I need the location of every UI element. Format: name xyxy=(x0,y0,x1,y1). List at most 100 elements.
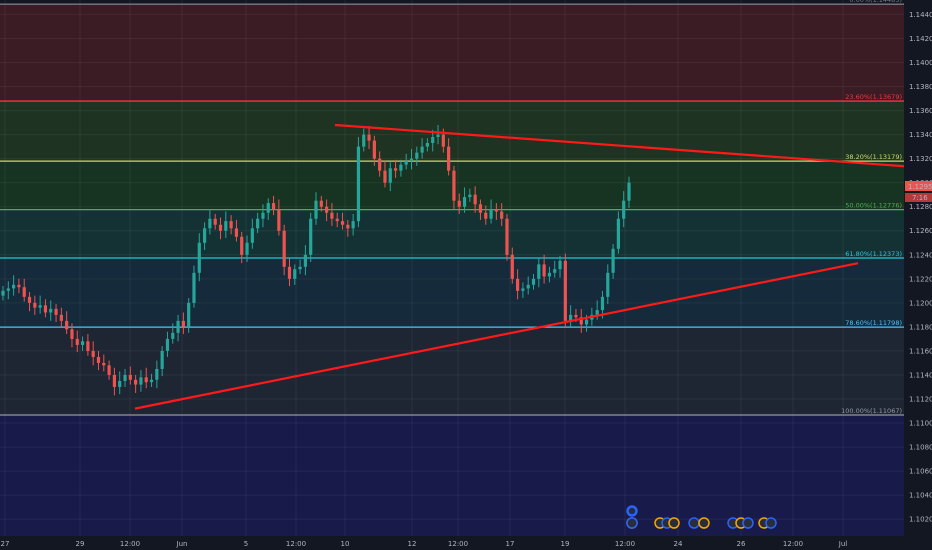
price-tick-label: 1.10600 xyxy=(909,468,932,476)
fib-label: 38.20%(1.13179) xyxy=(845,153,902,161)
candle-body xyxy=(250,228,254,243)
candle-body xyxy=(12,284,16,289)
candle-body xyxy=(1,290,5,296)
candle-body xyxy=(319,200,323,207)
candle-body xyxy=(362,134,366,147)
candle-body xyxy=(59,314,63,321)
candle-body xyxy=(144,377,148,383)
candle-body xyxy=(155,368,159,380)
candle-body xyxy=(563,260,567,321)
event-marker-icon[interactable] xyxy=(626,517,638,529)
candles xyxy=(1,124,631,396)
fib-label: 100.00%(1.11067) xyxy=(841,407,902,415)
price-tick-label: 1.13200 xyxy=(909,155,932,163)
candle-body xyxy=(27,296,32,303)
candle-body xyxy=(378,158,382,171)
candle-body xyxy=(325,206,329,213)
candle-body xyxy=(229,221,233,229)
price-tick-label: 1.10200 xyxy=(909,516,932,524)
candle-body xyxy=(462,197,467,207)
price-tick-label: 1.12600 xyxy=(909,227,932,235)
fib-band xyxy=(0,327,904,415)
fib-bands xyxy=(0,0,904,536)
candle-body xyxy=(202,228,207,243)
candle-body xyxy=(399,164,403,171)
candle-body xyxy=(17,284,21,288)
fib-label: 50.00%(1.12776) xyxy=(845,202,902,210)
candle-body xyxy=(96,356,101,363)
candle-body xyxy=(579,317,583,325)
fib-band xyxy=(0,258,904,328)
candle-body xyxy=(500,211,504,219)
candle-body xyxy=(70,329,74,339)
candle-body xyxy=(303,254,307,267)
event-marker-icon[interactable] xyxy=(698,517,710,529)
candle-body xyxy=(149,379,154,383)
time-tick-label: 5 xyxy=(244,540,248,548)
event-marker-icon[interactable] xyxy=(742,517,754,529)
top-background xyxy=(0,0,904,5)
candle-body xyxy=(616,218,620,249)
candle-body xyxy=(484,212,488,219)
candle-body xyxy=(521,288,525,291)
price-tick-label: 1.12800 xyxy=(909,203,932,211)
candle-body xyxy=(176,320,180,333)
candle-body xyxy=(383,170,387,183)
time-tick-label: 12:00 xyxy=(286,540,306,548)
candle-body xyxy=(208,218,212,229)
candle-body xyxy=(171,332,175,339)
candle-body xyxy=(542,264,546,277)
fib-band xyxy=(0,101,904,162)
candle-body xyxy=(356,146,361,222)
current-price-label: 1.12950 xyxy=(908,183,932,191)
candle-body xyxy=(436,134,440,138)
candle-body xyxy=(197,242,201,273)
candle-body xyxy=(123,374,127,381)
candle-body xyxy=(256,218,260,229)
candle-body xyxy=(65,320,69,330)
candle-body xyxy=(213,218,217,225)
candle-body xyxy=(261,212,265,219)
price-tick-label: 1.10400 xyxy=(909,492,932,500)
candle-body xyxy=(107,365,111,375)
candle-body xyxy=(547,272,552,277)
event-marker-icon[interactable] xyxy=(668,517,680,529)
candle-body xyxy=(372,140,376,159)
candle-body xyxy=(441,134,445,147)
candle-body xyxy=(478,204,483,213)
candle-body xyxy=(367,134,371,141)
candle-body xyxy=(91,350,95,357)
candle-body xyxy=(75,338,79,345)
time-tick-label: 12:00 xyxy=(120,540,140,548)
fib-lines: 0.00%(1.14485) 23.60%(1.13679) 38.20%(1.13… xyxy=(0,0,904,416)
candle-body xyxy=(218,224,223,231)
candle-body xyxy=(54,308,58,315)
event-markers[interactable] xyxy=(626,505,777,529)
event-marker-icon[interactable] xyxy=(688,517,700,529)
fib-band xyxy=(0,414,904,536)
price-tick-label: 1.10800 xyxy=(909,444,932,452)
candle-body xyxy=(33,302,37,308)
candle-body xyxy=(266,203,270,213)
fib-label: 23.60%(1.13679) xyxy=(845,93,902,101)
candle-body xyxy=(165,338,170,351)
event-marker-icon[interactable] xyxy=(765,517,777,529)
candle-body xyxy=(415,152,419,159)
candle-body xyxy=(314,200,318,219)
candle-body xyxy=(606,272,610,297)
candle-body xyxy=(134,379,138,385)
candle-body xyxy=(420,146,424,153)
candle-body xyxy=(271,203,276,210)
candle-body xyxy=(510,254,514,279)
fib-band xyxy=(0,209,904,259)
candle-body xyxy=(309,218,313,255)
countdown-label: 7:16 xyxy=(912,194,928,202)
fib-band xyxy=(0,161,904,210)
candle-body xyxy=(452,170,456,201)
time-tick-label: 27 xyxy=(1,540,10,548)
candle-body xyxy=(622,200,626,219)
price-tick-label: 1.14000 xyxy=(909,59,932,67)
price-tick-label: 1.14200 xyxy=(909,35,932,43)
candle-body xyxy=(447,146,451,171)
